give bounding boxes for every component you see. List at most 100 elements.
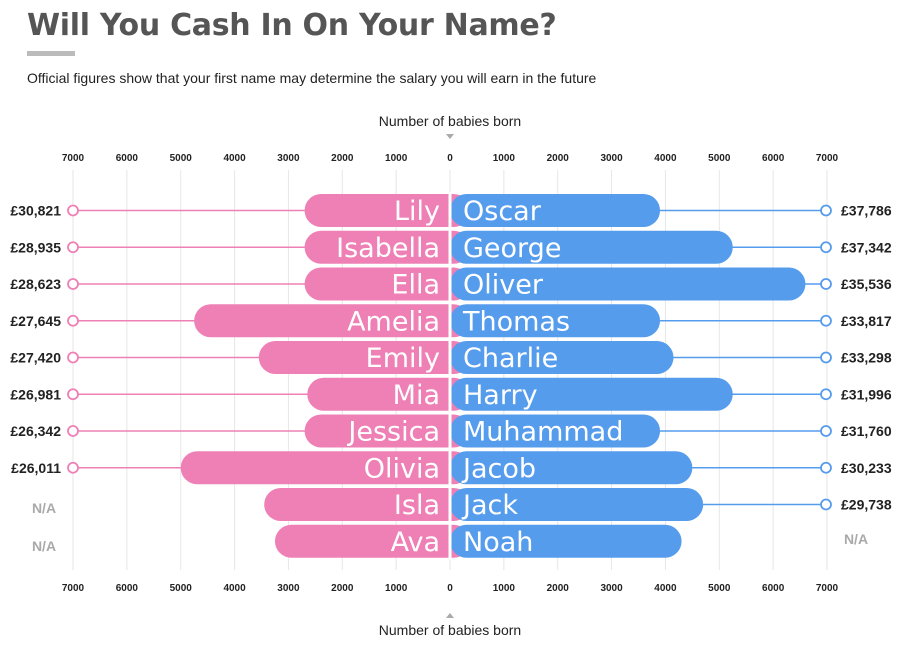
girl-name-label: Mia [393,380,440,411]
top-tick-label: 1000 [493,153,516,164]
girl-bar [274,524,470,558]
girl-salary-marker [67,388,79,401]
bottom-tick-label: 1000 [385,583,408,594]
bottom-tick-label: 4000 [223,583,246,594]
boy-salary-marker [820,388,832,401]
top-tick-label: 2000 [331,153,354,164]
girl-name-label: Amelia [347,306,440,337]
girl-name-label: Jessica [346,417,440,448]
boy-salary-label: £33,298 [841,350,892,366]
girl-bar [258,341,470,374]
girl-salary-label: £30,821 [10,203,61,219]
girl-bar [264,488,470,521]
boy-bar [450,377,733,411]
top-tick-label: 3000 [600,153,623,164]
girl-salary-marker [67,278,79,290]
axis-title-top-arrow-icon [446,134,454,139]
boy-bar [450,488,704,521]
chart-subtitle: Official figures show that your first na… [27,70,597,86]
top-tick-label: 3000 [277,153,300,164]
boy-bar [450,341,674,374]
bottom-tick-label: 7000 [816,583,839,594]
girl-salary-label: £28,623 [10,276,61,292]
girl-bar [304,267,470,301]
bottom-tick-label: 2000 [547,583,570,594]
bottom-axis-ticks: 7000 6000 5000 4000 3000 2000 1000 0 1000 2000 300… [62,583,839,594]
girl-salary-label: £27,420 [10,350,61,366]
girl-salary-label: £26,342 [10,423,61,439]
top-tick-label: 6000 [762,153,785,164]
boy-salary-marker [820,498,832,511]
boy-bar [450,194,661,227]
boy-name-label: Harry [463,380,538,411]
boy-bar [450,451,693,485]
girl-salary-label: £28,935 [10,239,61,255]
bottom-tick-label: 0 [447,583,453,594]
girl-bar [194,304,470,338]
bottom-tick-label: 1000 [493,583,516,594]
salary-labels: £30,821 £28,935 £28,623 £27,645 £27,420 £26,9… [10,203,891,513]
boy-salary-marker [820,425,832,437]
girl-bar [307,377,470,411]
boy-bar [450,304,661,338]
boy-salary-label: £37,342 [841,239,892,255]
boy-name-label: Charlie [463,343,558,374]
boy-name-label: George [463,233,561,264]
boy-salary-marker [820,314,832,327]
boy-bar [450,230,733,264]
boy-bar [450,267,806,301]
girl-salary-marker [67,461,79,474]
girl-salary-label: £26,011 [11,460,61,476]
axis-title-bottom: Number of babies born [378,622,522,638]
bar-name-labels: Lily Isabella Ella Amelia Emily Mia Jessica Oli… [336,196,623,558]
girl-name-label: Emily [366,343,440,374]
boy-name-label: Muhammad [463,417,623,448]
boy-salary-label: £30,233 [841,460,892,476]
girl-name-label: Lily [394,196,440,227]
boy-name-label: Noah [463,527,533,558]
girl-name-label: Isla [394,490,440,521]
girl-name-label: Ella [391,270,440,301]
axis-title-top: Number of babies born [378,113,522,129]
boy-name-label: Jack [461,490,518,521]
axis-title-bottom-arrow-icon [446,613,454,618]
boy-bar [450,414,661,448]
top-tick-label: 7000 [62,153,85,164]
bottom-tick-label: 3000 [277,583,300,594]
girl-salary-label: £26,981 [10,386,61,402]
title-underline [27,51,75,56]
chart-title: Will You Cash In On Your Name? [27,8,557,43]
top-tick-label: 5000 [170,153,193,164]
boy-salary-marker [820,461,832,474]
girl-bar [304,414,470,448]
bottom-tick-label: 6000 [762,583,785,594]
bottom-tick-label: 5000 [170,583,193,594]
top-tick-label: 7000 [816,153,839,164]
boy-salary-label: £35,536 [841,276,892,292]
boy-name-label: Jacob [461,453,536,484]
girl-bar [304,230,470,264]
boy-name-label: Oliver [463,270,544,301]
girl-salary-label: £27,645 [10,313,61,329]
girl-name-label: Olivia [364,453,440,484]
girl-salary-na: N/A [31,500,57,516]
top-tick-label: 2000 [547,153,570,164]
top-tick-label: 6000 [116,153,139,164]
bottom-tick-label: 7000 [62,583,85,594]
girl-bar [304,194,470,227]
girl-name-label: Isabella [336,233,440,264]
bottom-tick-label: 3000 [600,583,623,594]
girl-salary-na: N/A [31,538,57,554]
top-tick-label: 5000 [708,153,731,164]
top-tick-label: 4000 [654,153,677,164]
boy-salary-label: £31,760 [841,423,892,439]
boy-name-label: Oscar [463,196,542,227]
boy-salary-label: £29,738 [841,497,892,513]
salary-connectors [67,204,832,511]
boy-salary-label: £37,786 [841,203,892,219]
girl-salary-marker [67,425,79,437]
bottom-tick-label: 4000 [654,583,677,594]
girl-name-label: Ava [391,527,440,558]
girl-bar [180,451,470,485]
